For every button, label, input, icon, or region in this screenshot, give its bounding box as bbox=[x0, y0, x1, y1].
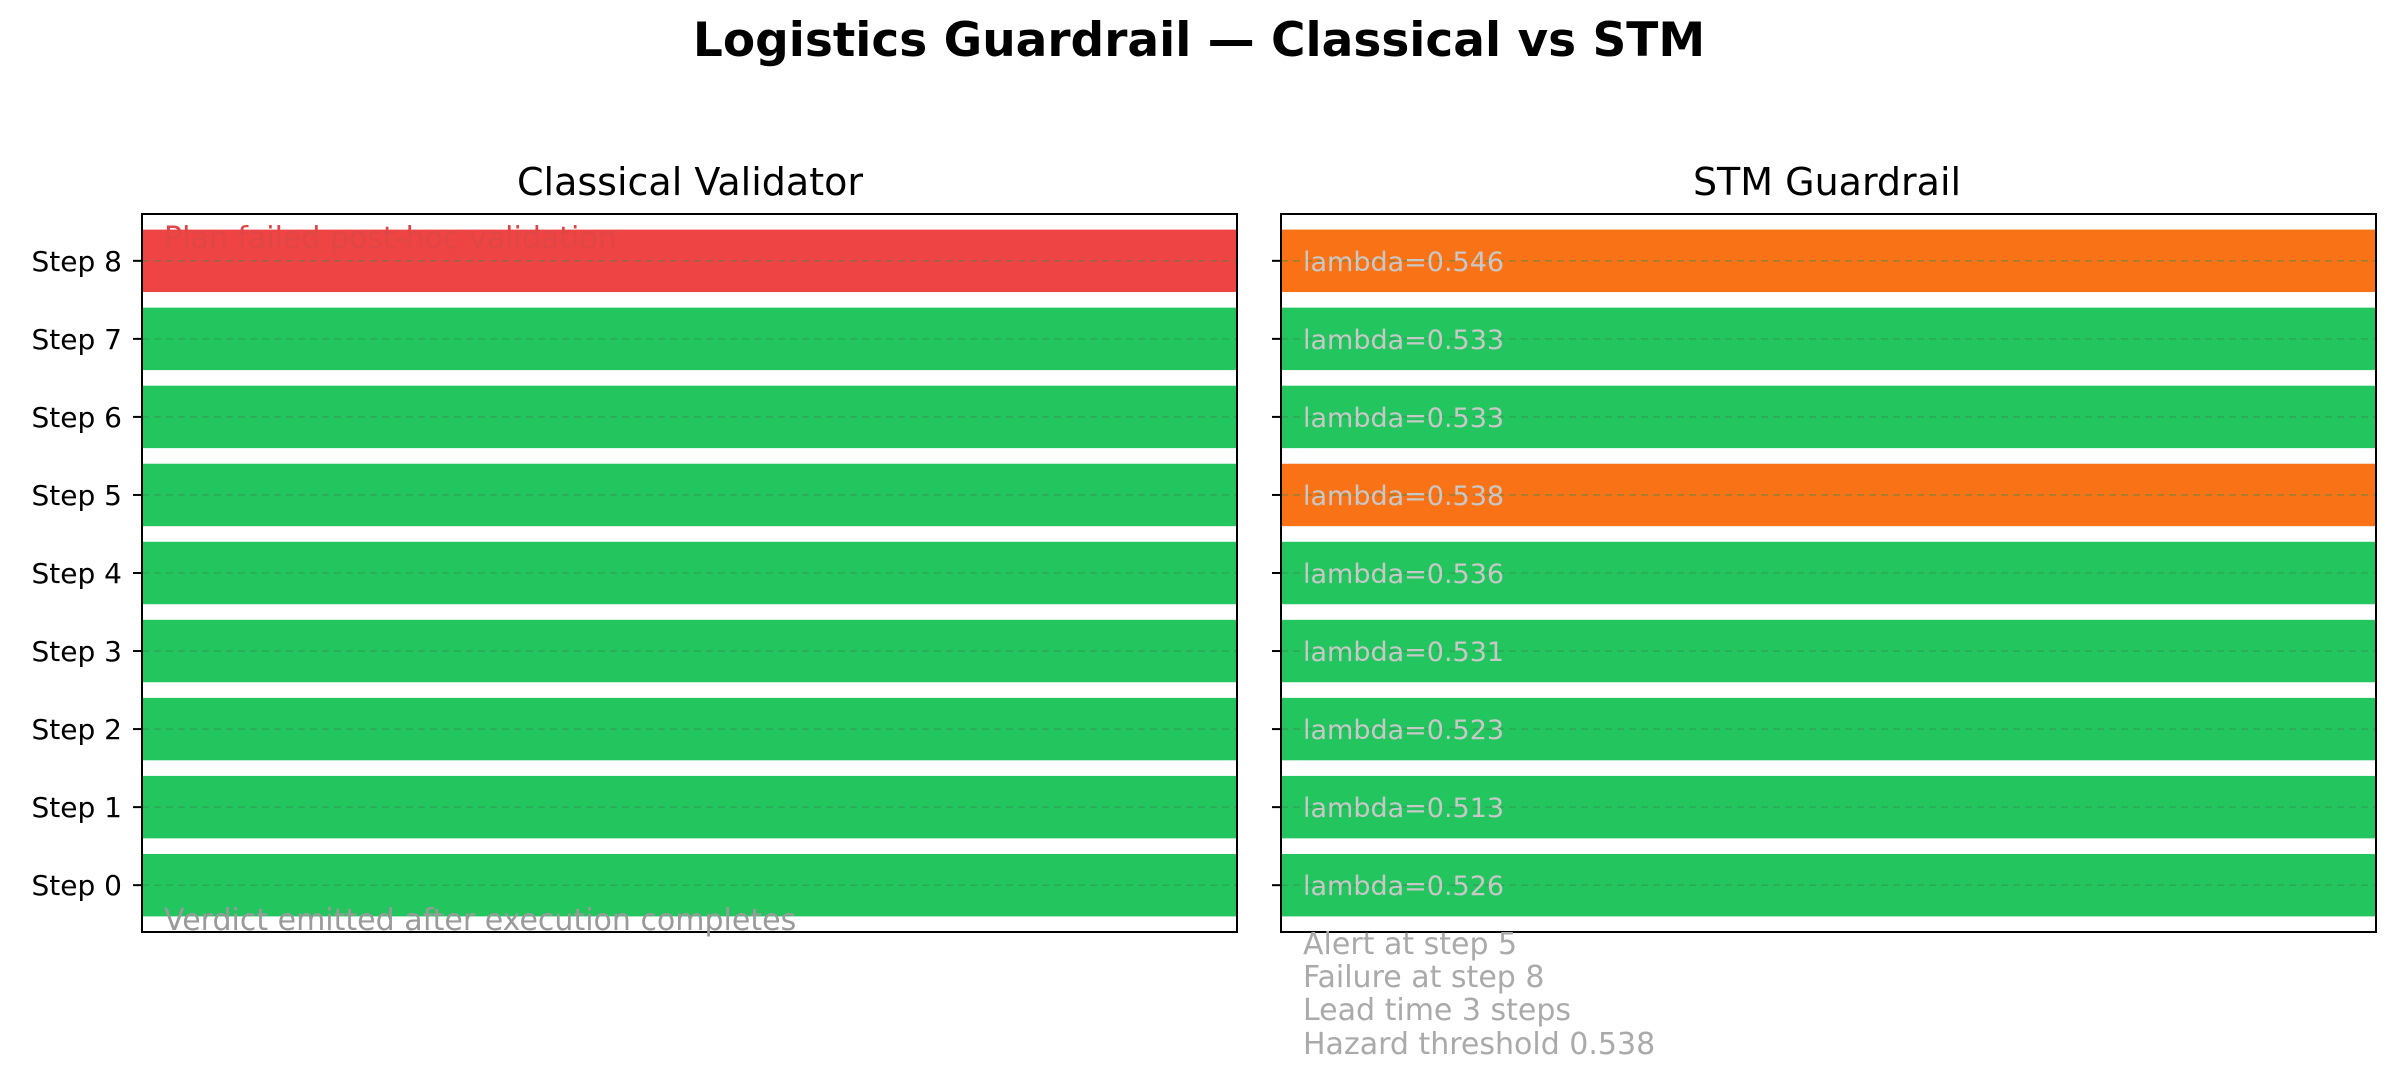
right-bar-label-step-3: lambda=0.531 bbox=[1303, 637, 1504, 668]
left-ytick-label-step-5: Step 5 bbox=[32, 479, 122, 512]
left-ytick-label-step-0: Step 0 bbox=[32, 869, 122, 902]
right-bar-label-step-1: lambda=0.513 bbox=[1303, 793, 1504, 824]
left-panel-title: Classical Validator bbox=[517, 160, 863, 204]
left-ytick-label-step-8: Step 8 bbox=[32, 245, 122, 278]
right-bar-labels: lambda=0.526 lambda=0.513 lambda=0.523 lamb… bbox=[1303, 247, 1504, 902]
left-ytick-label-step-1: Step 1 bbox=[32, 791, 122, 824]
left-plot-frame bbox=[141, 213, 1238, 933]
left-ytick-label-step-3: Step 3 bbox=[32, 635, 122, 668]
right-panel-title: STM Guardrail bbox=[1693, 160, 1961, 204]
right-gridlines bbox=[1281, 260, 2376, 886]
left-verdict-annotation: Verdict emitted after execution complete… bbox=[164, 903, 796, 938]
right-bar-label-step-5: lambda=0.538 bbox=[1303, 481, 1504, 512]
alert-step-note: Alert at step 5 bbox=[1303, 927, 1517, 962]
right-bar-label-step-4: lambda=0.536 bbox=[1303, 559, 1504, 590]
right-bar-label-step-0: lambda=0.526 bbox=[1303, 871, 1504, 902]
right-bar-label-step-7: lambda=0.533 bbox=[1303, 325, 1504, 356]
right-panel: STM Guardrail lambda=0.526lambda=0.513la… bbox=[1272, 160, 2377, 1062]
left-y-axis: Step 0 Step 1 Step 2 Step 3 Step 4 Step 5 Step… bbox=[32, 245, 142, 902]
failure-step-note: Failure at step 8 bbox=[1303, 960, 1544, 995]
right-bar-label-step-2: lambda=0.523 bbox=[1303, 715, 1504, 746]
left-ytick-label-step-7: Step 7 bbox=[32, 323, 122, 356]
left-ytick-label-step-4: Step 4 bbox=[32, 557, 122, 590]
right-bar-label-step-8: lambda=0.546 bbox=[1303, 247, 1504, 278]
left-failure-annotation: Plan failed post-hoc validation bbox=[164, 221, 617, 256]
right-plot-frame bbox=[1280, 213, 2377, 933]
lead-time-note: Lead time 3 steps bbox=[1303, 993, 1571, 1028]
figure-title: Logistics Guardrail — Classical vs STM bbox=[693, 13, 1705, 68]
left-gridlines bbox=[142, 260, 1237, 886]
left-ytick-label-step-6: Step 6 bbox=[32, 401, 122, 434]
left-ytick-label-step-2: Step 2 bbox=[32, 713, 122, 746]
right-y-axis bbox=[1272, 259, 1281, 887]
right-bar-label-step-6: lambda=0.533 bbox=[1303, 403, 1504, 434]
hazard-threshold-note: Hazard threshold 0.538 bbox=[1303, 1027, 1655, 1062]
